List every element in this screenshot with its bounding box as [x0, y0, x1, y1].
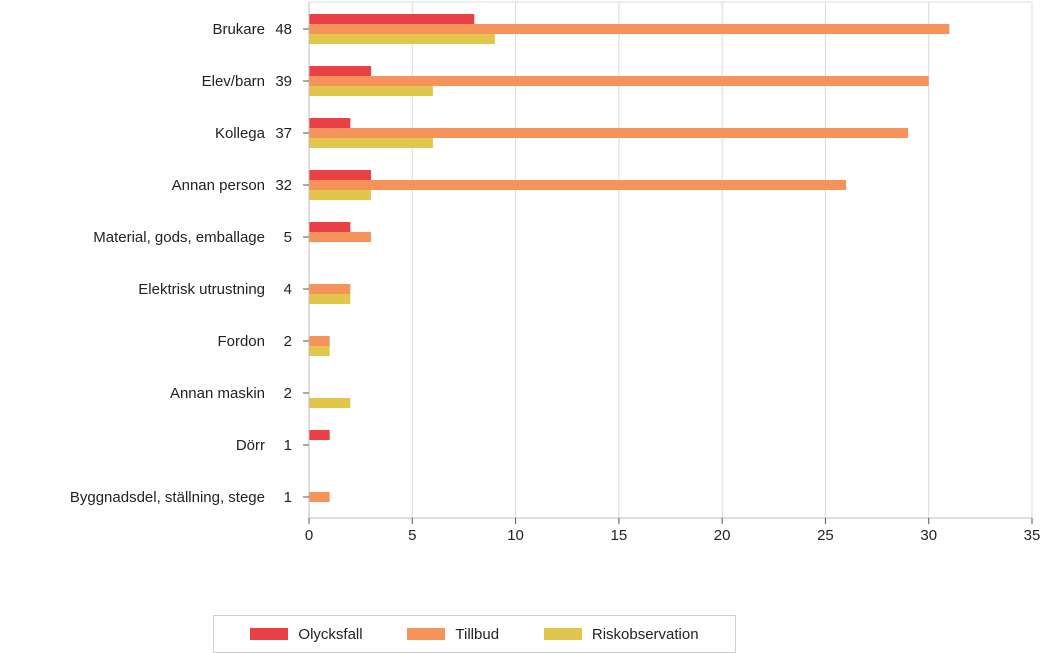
x-tick-label: 10	[507, 527, 524, 544]
x-tick-label: 25	[817, 527, 834, 544]
category-label: Elev/barn	[202, 73, 265, 90]
category-label: Annan maskin	[170, 385, 265, 402]
bar-tillbud	[309, 336, 330, 346]
legend-item-olycksfall: Olycksfall	[250, 625, 363, 643]
chart: 48 Brukare 39 Elev/barn 37 Kollega 32 Annan per…	[70, 1, 1041, 653]
x-tick-label: 15	[611, 527, 628, 544]
legend-swatch-tillbud	[407, 628, 446, 640]
bar-riskobservation	[309, 34, 495, 44]
category-label: Annan person	[172, 177, 265, 194]
category-label: Material, gods, emballage	[93, 229, 265, 246]
legend-label-tillbud: Tillbud	[455, 625, 500, 643]
bar-riskobservation	[309, 346, 330, 356]
legend-item-riskobservation: Riskobservation	[543, 625, 699, 643]
bar-olycksfall	[309, 222, 351, 232]
bar-olycksfall	[309, 118, 351, 128]
category-label: Byggnadsdel, ställning, stege	[70, 489, 265, 506]
category-label: Fordon	[217, 333, 265, 350]
bar-tillbud	[309, 128, 909, 138]
bar-tillbud	[309, 492, 330, 502]
legend-label-olycksfall: Olycksfall	[298, 625, 363, 643]
bar-olycksfall	[309, 66, 371, 76]
bar-riskobservation	[309, 138, 433, 148]
bar-riskobservation	[309, 86, 433, 96]
bar-olycksfall	[309, 170, 371, 180]
x-tick-label: 20	[714, 527, 731, 544]
category-label: Brukare	[212, 21, 265, 38]
chart-svg: 48 Brukare 39 Elev/barn 37 Kollega 32 Annan per…	[70, 1, 1041, 544]
x-tick-label: 5	[408, 527, 416, 544]
category-total: 32	[275, 177, 292, 194]
category-total: 48	[275, 21, 292, 38]
category-total: 39	[275, 73, 292, 90]
category-total: 1	[284, 489, 292, 506]
bar-olycksfall	[309, 14, 475, 24]
category-label: Kollega	[215, 125, 266, 142]
legend-swatch-riskobservation	[543, 628, 582, 640]
bar-riskobservation	[309, 294, 351, 304]
bar-tillbud	[309, 284, 351, 294]
legend-swatch-olycksfall	[250, 628, 289, 640]
bar-olycksfall	[309, 430, 330, 440]
legend: Olycksfall Tillbud Riskobservation	[213, 615, 736, 653]
category-label: Dörr	[236, 437, 265, 454]
category-total: 1	[284, 437, 292, 454]
bar-riskobservation	[309, 190, 371, 200]
category-total: 2	[284, 385, 292, 402]
category-total: 5	[284, 229, 292, 246]
x-tick-label: 35	[1024, 527, 1041, 544]
legend-label-riskobservation: Riskobservation	[591, 625, 699, 643]
bar-tillbud	[309, 232, 371, 242]
bar-riskobservation	[309, 398, 351, 408]
x-tick-label: 0	[305, 527, 313, 544]
category-total: 2	[284, 333, 292, 350]
category-label: Elektrisk utrustning	[138, 281, 265, 298]
category-total: 37	[275, 125, 292, 142]
x-tick-label: 30	[920, 527, 937, 544]
legend-item-tillbud: Tillbud	[407, 626, 499, 643]
bar-tillbud	[309, 180, 847, 190]
bar-tillbud	[309, 76, 929, 86]
bar-tillbud	[309, 24, 950, 34]
category-total: 4	[284, 281, 292, 298]
